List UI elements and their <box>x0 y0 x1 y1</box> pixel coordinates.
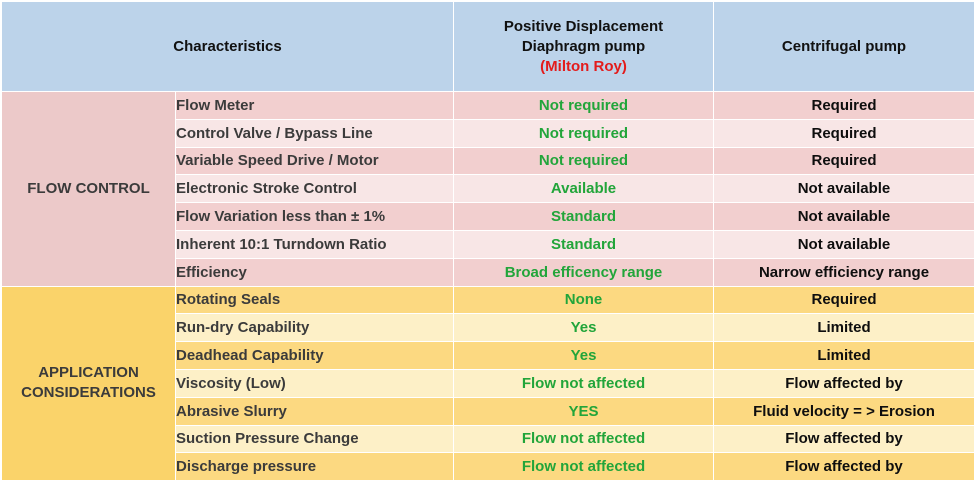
header-pd-line2: Diaphragm pump <box>521 37 646 55</box>
centrifugal-value-cell: Required <box>713 91 975 120</box>
characteristic-cell: Abrasive Slurry <box>175 396 454 426</box>
centrifugal-value-cell: Flow affected by <box>713 368 975 398</box>
characteristic-cell: Discharge pressure <box>175 452 454 482</box>
pd-value-cell: None <box>453 285 714 315</box>
centrifugal-value-cell: Limited <box>713 313 975 343</box>
characteristic-cell: Deadhead Capability <box>175 341 454 370</box>
group-flow-control: FLOW CONTROL <box>1 91 176 287</box>
centrifugal-value-cell: Flow affected by <box>713 424 975 454</box>
header-pd-line1: Positive Displacement <box>503 17 664 35</box>
header-row: Characteristics Positive Displacement Di… <box>1 1 975 92</box>
table-row: Discharge pressure Flow not affected Flo… <box>2 452 975 482</box>
pd-value-cell: Standard <box>453 229 714 259</box>
pd-value-cell: Available <box>453 174 714 204</box>
group-application-considerations: APPLICATION CONSIDERATIONS <box>1 285 176 482</box>
characteristic-cell: Efficiency <box>175 257 454 287</box>
pd-value-cell: Not required <box>453 118 714 148</box>
characteristic-cell: Viscosity (Low) <box>175 368 454 398</box>
centrifugal-value-cell: Narrow efficiency range <box>713 257 975 287</box>
header-pd-brand: (Milton Roy) <box>540 57 627 75</box>
characteristic-cell: Inherent 10:1 Turndown Ratio <box>175 229 454 259</box>
group-application-line2: CONSIDERATIONS <box>21 384 156 402</box>
centrifugal-value-cell: Required <box>713 285 975 315</box>
table-row: FLOW CONTROL Flow Meter Not required Req… <box>1 91 975 287</box>
characteristic-cell: Run-dry Capability <box>175 313 454 343</box>
header-characteristics: Characteristics <box>1 1 454 92</box>
header-centrifugal: Centrifugal pump <box>713 1 975 92</box>
table-row: Electronic Stroke Control Available Not … <box>2 174 975 204</box>
pd-value-cell: Standard <box>453 202 714 231</box>
table-row: APPLICATION CONSIDERATIONS Rotating Seal… <box>1 285 975 482</box>
table-row: Abrasive Slurry YES Fluid velocity = > E… <box>2 396 975 426</box>
characteristic-cell: Variable Speed Drive / Motor <box>175 146 454 176</box>
header-positive-displacement: Positive Displacement Diaphragm pump (Mi… <box>453 1 714 92</box>
centrifugal-value-cell: Required <box>713 146 975 176</box>
table-row: Run-dry Capability Yes Limited <box>2 313 975 343</box>
pd-value-cell: Not required <box>453 91 714 120</box>
characteristic-cell: Electronic Stroke Control <box>175 174 454 204</box>
centrifugal-value-cell: Not available <box>713 174 975 204</box>
characteristic-cell: Rotating Seals <box>175 285 454 315</box>
characteristic-cell: Flow Variation less than ± 1% <box>175 202 454 231</box>
characteristic-cell: Suction Pressure Change <box>175 424 454 454</box>
pd-value-cell: Flow not affected <box>453 452 714 482</box>
centrifugal-value-cell: Required <box>713 118 975 148</box>
pd-value-cell: Flow not affected <box>453 368 714 398</box>
centrifugal-value-cell: Not available <box>713 229 975 259</box>
table-row: Variable Speed Drive / Motor Not require… <box>2 146 975 176</box>
pd-value-cell: Not required <box>453 146 714 176</box>
characteristic-cell: Control Valve / Bypass Line <box>175 118 454 148</box>
pd-value-cell: Broad efficency range <box>453 257 714 287</box>
table-row: Inherent 10:1 Turndown Ratio Standard No… <box>2 229 975 259</box>
centrifugal-value-cell: Flow affected by <box>713 452 975 482</box>
pd-value-cell: Yes <box>453 313 714 343</box>
table-row: Flow Variation less than ± 1% Standard N… <box>2 202 975 231</box>
centrifugal-value-cell: Fluid velocity = > Erosion <box>713 396 975 426</box>
centrifugal-value-cell: Not available <box>713 202 975 231</box>
table-row: Control Valve / Bypass Line Not required… <box>2 118 975 148</box>
pd-value-cell: YES <box>453 396 714 426</box>
centrifugal-value-cell: Limited <box>713 341 975 370</box>
characteristic-cell: Flow Meter <box>175 91 454 120</box>
group-application-line1: APPLICATION <box>38 364 139 382</box>
table-row: Deadhead Capability Yes Limited <box>2 341 975 370</box>
table-row: Suction Pressure Change Flow not affecte… <box>2 424 975 454</box>
pd-value-cell: Yes <box>453 341 714 370</box>
table-row: Viscosity (Low) Flow not affected Flow a… <box>2 368 975 398</box>
pd-value-cell: Flow not affected <box>453 424 714 454</box>
